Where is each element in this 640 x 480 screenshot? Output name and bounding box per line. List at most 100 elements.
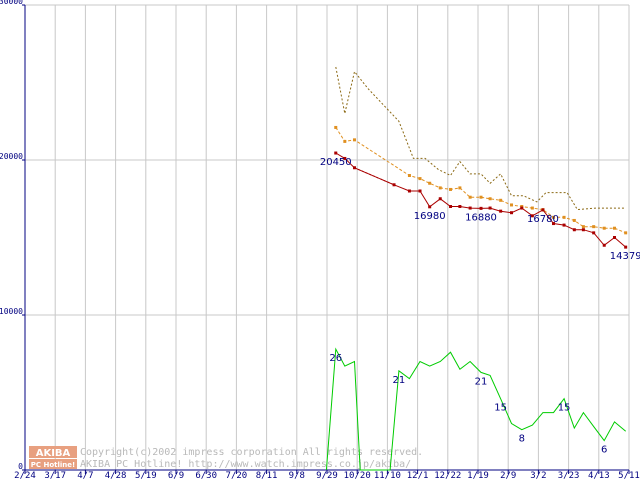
- series-layer: [325, 66, 628, 471]
- data-point-bottom: [499, 209, 503, 213]
- y-tick-labels: 0 10000 20000 30000: [0, 0, 23, 471]
- data-point-middle: [552, 215, 555, 219]
- data-point-bottom: [334, 151, 338, 155]
- y-tick-label: 0: [18, 462, 23, 471]
- data-point-middle: [530, 206, 534, 210]
- data-point-middle: [602, 226, 606, 230]
- series-line-top: [335, 66, 626, 211]
- x-tick-label: 4/13: [588, 471, 610, 480]
- logo-text-top: AKIBA: [36, 448, 71, 459]
- data-point-middle: [407, 174, 411, 177]
- data-point-bottom: [449, 205, 453, 208]
- x-tick-label: 11/10: [374, 471, 401, 480]
- data-point-bottom: [624, 245, 628, 249]
- data-point-middle: [562, 215, 566, 219]
- x-tick-label: 8/11: [256, 471, 278, 480]
- data-point-middle: [468, 195, 472, 199]
- x-tick-label: 6/9: [168, 471, 184, 480]
- data-point-bottom: [613, 236, 617, 239]
- series-middle: [334, 125, 628, 235]
- akiba-logo: AKIBA PC Hotline!: [29, 446, 77, 469]
- data-point-bottom: [458, 205, 462, 208]
- series-bottom: [334, 151, 628, 249]
- data-point-bottom: [438, 197, 442, 201]
- data-point-middle: [592, 225, 596, 229]
- data-point-middle: [499, 198, 503, 202]
- logo-top-panel: [29, 446, 77, 458]
- data-label: 16880: [465, 212, 497, 223]
- x-tick-label: 4/28: [105, 471, 127, 480]
- data-label: 26: [329, 353, 342, 364]
- data-point-bottom: [418, 189, 422, 193]
- site-url-line: AKIBA PC Hotline! http://www.watch.impre…: [80, 459, 411, 470]
- data-label: 16780: [527, 214, 559, 225]
- data-label: 21: [393, 375, 406, 386]
- y-tick-label: 30000: [0, 0, 23, 6]
- data-point-middle: [352, 138, 356, 142]
- x-tick-label: 4/7: [77, 471, 93, 480]
- data-point-middle: [488, 197, 492, 201]
- series-line-bottom: [335, 152, 627, 248]
- data-point-bottom: [407, 189, 411, 193]
- series-gap-bottom: [354, 167, 395, 186]
- x-tick-label: 10/20: [344, 471, 371, 480]
- x-tick-label: 9/8: [289, 471, 305, 480]
- x-tick-label: 3/23: [558, 471, 580, 480]
- data-point-middle: [613, 226, 617, 230]
- x-tick-label: 5/19: [135, 471, 157, 480]
- series-count: [325, 347, 627, 471]
- data-point-middle: [438, 186, 442, 190]
- data-point-middle: [572, 218, 576, 222]
- data-label: 21: [475, 376, 488, 387]
- data-point-bottom: [592, 231, 596, 235]
- data-point-middle: [520, 205, 524, 208]
- data-point-bottom: [343, 156, 347, 160]
- copyright-line: Copyright(c)2002 impress corporation All…: [80, 447, 423, 458]
- data-point-bottom: [602, 243, 606, 247]
- data-label: 15: [558, 403, 571, 414]
- data-point-bottom: [581, 228, 585, 232]
- data-point-middle: [334, 125, 338, 129]
- data-label: 6: [601, 445, 607, 456]
- data-label: 20450: [320, 157, 352, 168]
- data-point-bottom: [552, 222, 555, 226]
- x-tick-label: 12/22: [434, 471, 461, 480]
- logo-bottom-panel: [29, 459, 77, 469]
- data-point-middle: [581, 225, 585, 229]
- x-tick-label: 2/24: [14, 471, 36, 480]
- data-point-bottom: [520, 206, 524, 210]
- data-point-bottom: [530, 214, 534, 218]
- data-point-bottom: [392, 183, 396, 187]
- data-point-bottom: [572, 228, 576, 232]
- x-tick-label: 1/19: [467, 471, 489, 480]
- data-point-bottom: [541, 208, 545, 212]
- grid-lines: [24, 4, 630, 470]
- data-point-middle: [428, 181, 432, 185]
- data-point-middle: [479, 195, 483, 199]
- x-tick-label: 5/11: [618, 471, 640, 480]
- data-point-middle: [510, 203, 514, 207]
- x-tick-labels: 2/24 3/17 4/7 4/28 5/19 6/9 6/30 7/20 8/11 9/8 9/2…: [14, 471, 640, 480]
- data-point-middle: [624, 231, 628, 235]
- data-point-middle: [449, 187, 453, 191]
- data-point-middle: [343, 139, 347, 143]
- axes: [22, 4, 630, 474]
- data-label: 16980: [414, 211, 446, 222]
- data-label: 15: [494, 403, 507, 414]
- data-label: 14379: [610, 251, 640, 262]
- x-tick-label: 2/9: [500, 471, 516, 480]
- x-tick-label: 9/29: [316, 471, 338, 480]
- series-top: [335, 66, 626, 211]
- data-point-bottom: [428, 205, 432, 209]
- y-tick-label: 20000: [0, 152, 23, 161]
- data-point-bottom: [562, 223, 566, 227]
- data-point-bottom: [468, 206, 472, 210]
- x-tick-label: 3/17: [44, 471, 66, 480]
- data-point-bottom: [510, 211, 514, 215]
- data-point-middle: [418, 177, 422, 181]
- watermark: AKIBA PC Hotline! Copyright(c)2002 impre…: [29, 446, 423, 470]
- logo-text-bottom: PC Hotline!: [31, 461, 75, 469]
- annotations-layer: 20450 16980 16880 16780 14379 26 21 21 15 8 15 6: [320, 157, 640, 456]
